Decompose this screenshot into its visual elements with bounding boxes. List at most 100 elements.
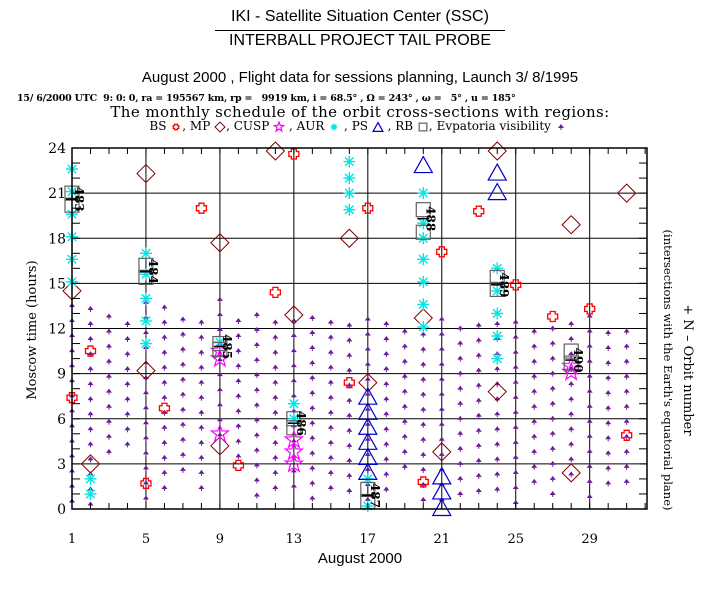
mp-marker <box>284 305 304 325</box>
bs-marker <box>473 205 485 217</box>
mp-marker <box>339 228 360 248</box>
visibility-marker <box>216 417 223 424</box>
visibility-marker <box>87 336 94 343</box>
visibility-marker <box>105 343 112 350</box>
visibility-marker <box>142 435 149 442</box>
project-title: INTERBALL PROJECT TAIL PROBE <box>229 32 491 49</box>
visibility-marker <box>179 406 186 413</box>
ps-marker <box>357 462 378 480</box>
visibility-marker <box>457 430 464 437</box>
visibility-marker <box>494 471 501 478</box>
rb-marker <box>415 224 431 240</box>
visibility-marker <box>568 396 575 403</box>
visibility-marker <box>364 331 371 338</box>
rb-marker <box>415 202 431 218</box>
legend-label: RB <box>395 119 417 133</box>
visibility-marker <box>105 358 112 365</box>
visibility-marker <box>438 451 445 458</box>
ps-marker <box>487 162 508 181</box>
visibility-marker <box>235 348 242 355</box>
visibility-marker <box>531 418 538 425</box>
legend-cross-icon <box>172 123 180 130</box>
visibility-marker <box>512 469 519 476</box>
visibility-marker <box>87 396 94 403</box>
visibility-marker <box>105 448 112 455</box>
visibility-marker <box>438 331 445 338</box>
visibility-marker <box>235 363 242 370</box>
visibility-marker <box>531 403 538 410</box>
visibility-marker <box>142 390 149 397</box>
visibility-marker <box>124 441 131 448</box>
visibility-marker <box>216 402 223 409</box>
visibility-marker <box>475 412 482 419</box>
visibility-marker <box>364 436 371 443</box>
visibility-marker <box>586 493 593 500</box>
visibility-marker <box>179 376 186 383</box>
visibility-marker <box>253 327 260 334</box>
org-title: IKI - Satellite Situation Center (SSC) <box>231 8 489 25</box>
visibility-marker <box>531 448 538 455</box>
legend-label: MP <box>189 119 215 133</box>
visibility-marker <box>512 349 519 356</box>
visibility-marker <box>161 334 168 341</box>
visibility-marker <box>605 345 612 352</box>
visibility-marker <box>623 433 630 440</box>
visibility-marker <box>549 490 556 497</box>
mp-marker <box>210 436 230 456</box>
visibility-marker <box>309 345 316 352</box>
visibility-marker <box>161 379 168 386</box>
visibility-marker <box>309 314 316 321</box>
visibility-marker <box>364 421 371 428</box>
y-tick-label: 12 <box>48 322 66 338</box>
visibility-marker <box>623 448 630 455</box>
rb-marker <box>563 355 579 371</box>
visibility-marker <box>179 361 186 368</box>
ps-marker <box>431 498 452 517</box>
visibility-marker <box>346 472 353 479</box>
legend-separator: , <box>428 119 437 133</box>
visibility-marker <box>87 366 94 373</box>
visibility-marker <box>494 411 501 418</box>
visibility-marker <box>327 379 334 386</box>
legend-label: BS <box>149 119 171 133</box>
visibility-marker <box>272 484 279 491</box>
x-axis-label: August 2000 <box>317 550 403 567</box>
visibility-marker <box>605 390 612 397</box>
visibility-marker <box>179 451 186 458</box>
visibility-marker <box>549 475 556 482</box>
visibility-marker <box>401 433 408 440</box>
y-tick-label: 21 <box>48 186 66 202</box>
visibility-marker <box>346 367 353 374</box>
visibility-marker <box>142 330 149 337</box>
visibility-marker <box>586 343 593 350</box>
visibility-marker <box>253 357 260 364</box>
visibility-marker <box>420 361 427 368</box>
visibility-marker <box>87 411 94 418</box>
visibility-marker <box>161 394 168 401</box>
visibility-marker <box>198 319 205 326</box>
visibility-marker <box>124 411 131 418</box>
visibility-marker <box>235 438 242 445</box>
legend: BS , MP , CUSP , AUR , PS , RB , Evpator… <box>0 119 720 133</box>
visibility-marker <box>327 439 334 446</box>
legend-triangle-icon <box>371 120 384 132</box>
visibility-marker <box>161 454 168 461</box>
visibility-marker <box>383 441 390 448</box>
visibility-marker <box>327 424 334 431</box>
visibility-marker <box>235 453 242 460</box>
visibility-marker <box>309 390 316 397</box>
y2-axis-label-line1: + N – Orbit number <box>680 304 695 436</box>
visibility-marker <box>364 361 371 368</box>
visibility-marker <box>568 426 575 433</box>
visibility-marker <box>475 442 482 449</box>
rb-marker <box>286 420 302 436</box>
visibility-marker <box>105 373 112 380</box>
aur-marker <box>417 253 430 266</box>
visibility-marker <box>568 336 575 343</box>
visibility-marker <box>383 411 390 418</box>
visibility-marker <box>605 405 612 412</box>
visibility-marker <box>161 439 168 446</box>
visibility-marker <box>623 373 630 380</box>
aur-marker <box>84 487 97 500</box>
